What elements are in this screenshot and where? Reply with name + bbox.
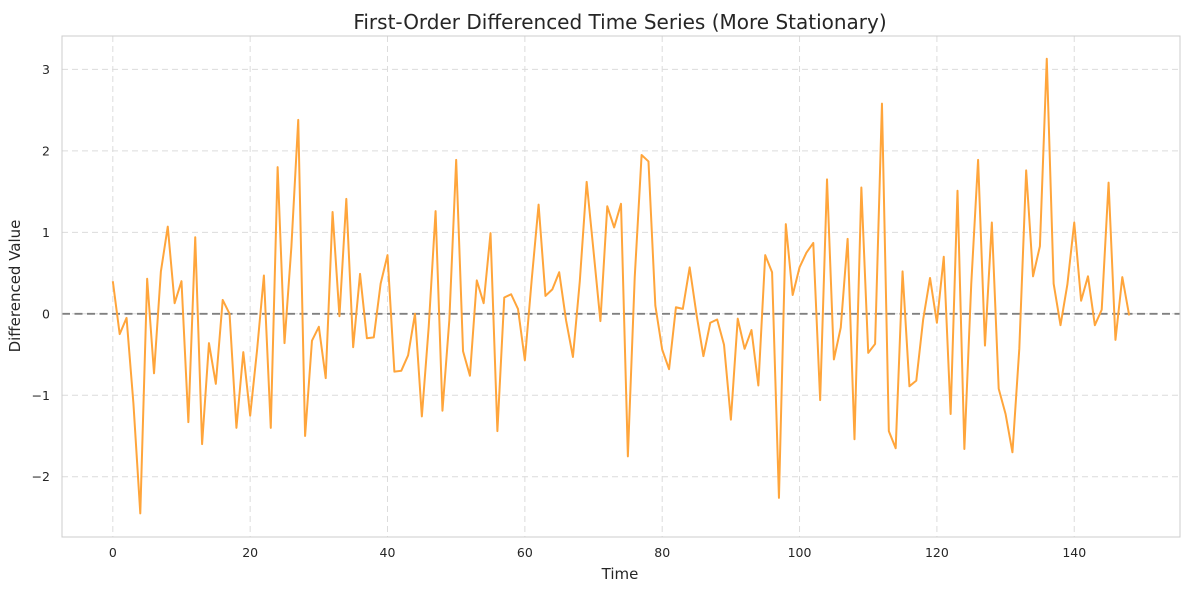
y-tick-label: 0 xyxy=(42,306,50,321)
x-axis-label: Time xyxy=(601,565,639,583)
y-axis-label: Differenced Value xyxy=(6,220,24,353)
x-tick-label: 20 xyxy=(242,545,258,560)
x-gridlines xyxy=(112,36,1075,537)
x-tick-label: 40 xyxy=(380,545,396,560)
x-tick-label: 120 xyxy=(925,545,949,560)
y-tick-labels: −2 −1 0 1 2 3 xyxy=(32,62,50,484)
x-tick-label: 0 xyxy=(109,545,117,560)
x-tick-labels: 0 20 40 60 80 100 120 140 xyxy=(109,545,1086,560)
y-tick-label: 1 xyxy=(42,225,50,240)
y-tick-label: 3 xyxy=(42,62,50,77)
y-tick-label: −2 xyxy=(32,469,50,484)
series-line xyxy=(111,57,1131,515)
plot-frame xyxy=(61,35,1181,538)
y-tick-label: 2 xyxy=(42,143,50,158)
x-tick-label: 80 xyxy=(654,545,670,560)
x-tick-label: 60 xyxy=(517,545,533,560)
y-gridlines xyxy=(62,68,1180,478)
y-tick-label: −1 xyxy=(32,388,50,403)
x-tick-label: 100 xyxy=(788,545,812,560)
chart-title: First-Order Differenced Time Series (Mor… xyxy=(353,10,886,34)
x-tick-label: 140 xyxy=(1062,545,1086,560)
